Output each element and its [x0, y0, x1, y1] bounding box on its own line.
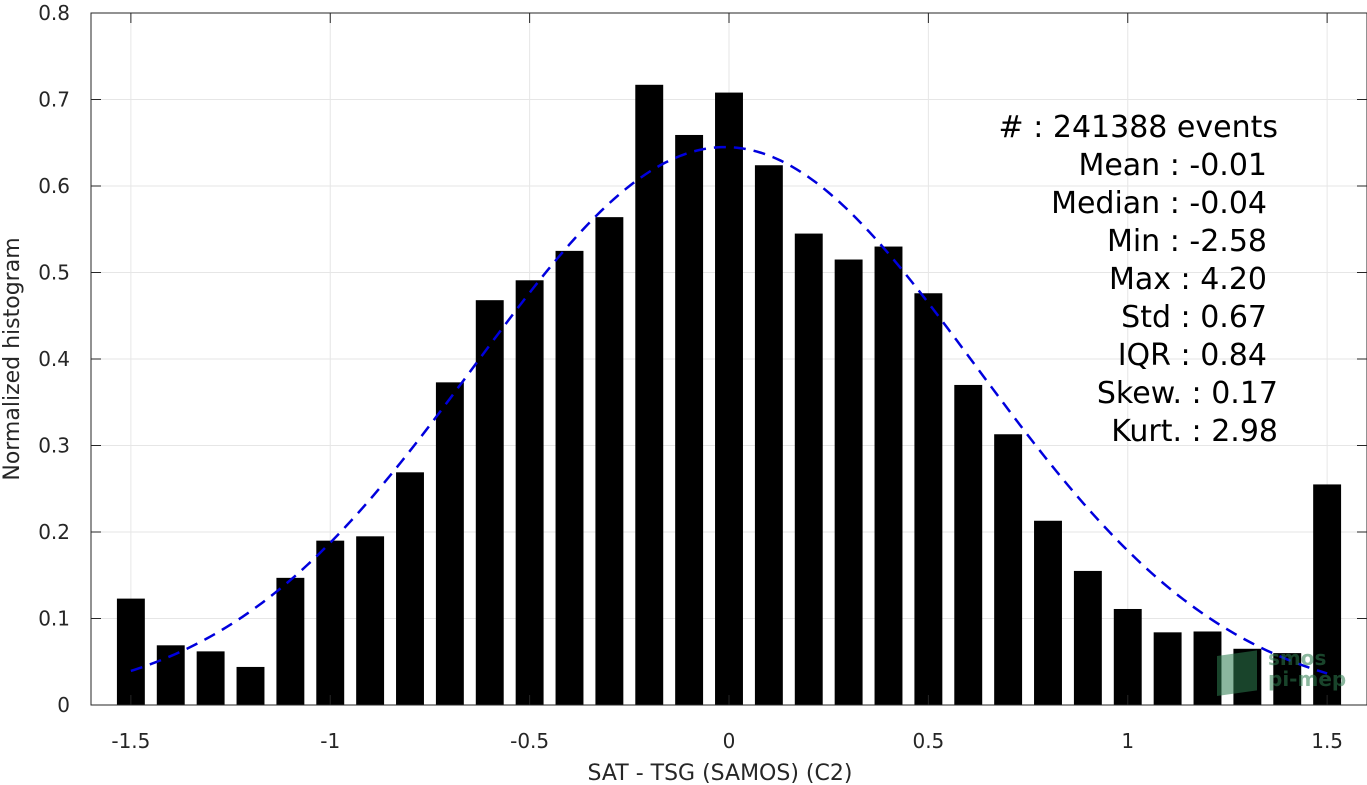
- stat-line: Std : 0.67: [1121, 300, 1267, 335]
- x-tick-label: 1: [1121, 729, 1134, 753]
- logo-line2: pi-mep: [1268, 667, 1346, 691]
- histogram-bar: [954, 384, 983, 705]
- histogram-bar: [874, 246, 903, 706]
- y-tick-label: 0.6: [38, 174, 70, 198]
- x-tick-label: -1.5: [111, 729, 150, 753]
- stat-line: Mean : -0.01: [1078, 148, 1267, 183]
- y-tick-labels: 0 0.1 0.2 0.3 0.4 0.5 0.6 0.7 0.8: [38, 1, 70, 717]
- histogram-bar: [1113, 608, 1142, 705]
- stat-line: Max : 4.20: [1109, 262, 1267, 297]
- stat-line: Median : -0.04: [1051, 186, 1267, 221]
- stat-line: Kurt. : 2.98: [1111, 414, 1278, 449]
- x-tick-label: -0.5: [510, 729, 549, 753]
- histogram-bar: [1193, 631, 1222, 705]
- histogram-bar: [316, 540, 345, 705]
- histogram-bar: [715, 92, 743, 705]
- x-tick-labels: -1.5 -1 -0.5 0 0.5 1 1.5: [111, 729, 1343, 753]
- histogram-bar: [675, 134, 704, 706]
- histogram-bar: [276, 577, 305, 705]
- y-tick-label: 0: [57, 693, 70, 717]
- axes: [90, 12, 1367, 706]
- y-tick-label: 0.8: [38, 1, 70, 25]
- histogram-bar: [834, 259, 863, 705]
- histogram-bar: [754, 165, 783, 706]
- histogram-bar: [1273, 653, 1302, 705]
- histogram-bar: [515, 280, 544, 705]
- y-tick-label: 0.3: [38, 434, 70, 458]
- stat-line: Skew. : 0.17: [1097, 376, 1278, 411]
- y-tick-label: 0.1: [38, 607, 70, 631]
- histogram-bar: [435, 382, 464, 705]
- x-tick-label: 0: [723, 729, 736, 753]
- stat-line: # : 241388 events: [999, 110, 1278, 145]
- histogram-bar: [1034, 520, 1062, 705]
- stat-line: IQR : 0.84: [1118, 338, 1267, 373]
- y-tick-label: 0.5: [38, 261, 70, 285]
- x-tick-label: 1.5: [1311, 729, 1343, 753]
- histogram-bar: [555, 250, 584, 705]
- histogram-bar: [236, 666, 265, 705]
- smos-pimep-logo: smos pi-mep: [1217, 646, 1346, 696]
- logo-line1: smos: [1268, 646, 1326, 670]
- x-axis-label: SAT - TSG (SAMOS) (C2): [588, 761, 853, 785]
- histogram-bar: [794, 233, 823, 705]
- stat-line: Min : -2.58: [1107, 224, 1267, 259]
- histogram-bar: [475, 300, 504, 705]
- histogram-bar: [1073, 570, 1102, 705]
- histogram-bar: [635, 84, 664, 706]
- logo-cube-icon: [1217, 650, 1257, 696]
- histogram-bar: [994, 434, 1023, 705]
- histogram-bar: [1313, 484, 1342, 705]
- histogram-bar: [156, 645, 185, 705]
- y-tick-label: 0.2: [38, 520, 70, 544]
- x-tick-label: -1: [320, 729, 340, 753]
- y-tick-label: 0.7: [38, 88, 70, 112]
- bars: [116, 84, 1342, 706]
- y-axis-label: Normalized histogram: [0, 237, 25, 480]
- histogram-bar: [116, 598, 145, 705]
- histogram-bar: [595, 217, 624, 705]
- histogram-bar: [1153, 632, 1182, 705]
- y-tick-label: 0.4: [38, 347, 70, 371]
- histogram-bar: [196, 651, 225, 705]
- histogram-bar: [914, 293, 943, 705]
- histogram-bar: [356, 536, 385, 705]
- histogram-bar: [396, 472, 424, 705]
- x-tick-label: 0.5: [912, 729, 944, 753]
